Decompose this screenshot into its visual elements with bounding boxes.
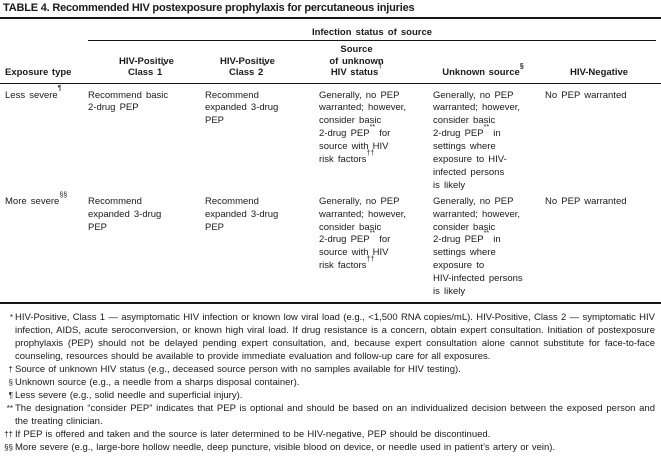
table-body: Less severe¶ Recommend basic 2-drug PEP R… (0, 84, 661, 304)
footnote-marker: §§ (4, 443, 13, 452)
footnote-text: Less severe (e.g., solid needle and supe… (15, 390, 243, 401)
cell-hiv-positive-class2: Recommend expanded 3-drug PEP (205, 195, 279, 233)
footnote-double-dagger: †† If PEP is offered and taken and the s… (3, 428, 655, 441)
table-title: TABLE 4. Recommended HIV postexposure pr… (0, 0, 661, 19)
column-header-row: Exposure type HIV-Positive Class 1* HIV-P… (0, 41, 661, 84)
footnote-text: The designation “consider PEP” indicates… (15, 403, 655, 427)
footnote-marker: † (8, 365, 13, 374)
footnote-text: If PEP is offered and taken and the sour… (15, 429, 491, 440)
cell-hiv-negative: No PEP warranted (545, 195, 627, 207)
cell-unknown-source: Generally, no PEP warranted; however, cons… (433, 195, 523, 298)
col-header-hiv-negative: HIV-Negative (569, 67, 629, 78)
footnote-asterisk: * HIV-Positive, Class 1 — asymptomatic H… (3, 311, 655, 363)
footnote-marker: ¶ (8, 391, 13, 400)
cell-hiv-positive-class1: Recommend basic 2-drug PEP (88, 89, 169, 114)
span-header-infection-status: Infection status of source (88, 19, 656, 41)
col-header-source-unknown-hiv-status: Source of unknown HIV status† (329, 44, 384, 78)
col-header-hiv-positive-class2: HIV-Positive Class 2* (220, 55, 275, 79)
footnote-dagger: † Source of unknown HIV status (e.g., de… (3, 363, 655, 376)
cell-hiv-positive-class1: Recommend expanded 3-drug PEP (88, 195, 162, 233)
col-header-exposure-type: Exposure type (5, 67, 72, 78)
footnote-marker: †† (4, 430, 13, 439)
cell-source-unknown-hiv-status: Generally, no PEP warranted; however, cons… (319, 195, 407, 272)
col-header-unknown-source: Unknown source§ (442, 62, 524, 78)
table-row-less-severe: Less severe¶ Recommend basic 2-drug PEP R… (5, 85, 661, 193)
footnote-double-asterisk: ** The designation “consider PEP” indica… (3, 402, 655, 428)
footnote-text: Source of unknown HIV status (e.g., dece… (15, 364, 461, 375)
footnote-text: HIV-Positive, Class 1 — asymptomatic HIV… (15, 312, 655, 362)
cell-hiv-negative: No PEP warranted (545, 89, 627, 101)
cell-source-unknown-hiv-status: Generally, no PEP warranted; however, cons… (319, 89, 407, 166)
footnote-text: Unknown source (e.g., a needle from a sh… (15, 377, 300, 388)
footnote-marker: * (9, 313, 13, 322)
footnote-marker: § (8, 378, 13, 387)
footnotes: * HIV-Positive, Class 1 — asymptomatic H… (0, 304, 661, 454)
footnote-section: § Unknown source (e.g., a needle from a … (3, 376, 655, 389)
cell-exposure-type: Less severe¶ (5, 85, 62, 101)
table-header: Infection status of source Exposure type… (0, 19, 661, 84)
footnote-marker: ** (6, 404, 13, 413)
footnote-text: More severe (e.g., large-bore hollow nee… (15, 442, 556, 453)
footnote-pilcrow: ¶ Less severe (e.g., solid needle and su… (3, 389, 655, 402)
cell-unknown-source: Generally, no PEP warranted; however, cons… (433, 89, 521, 191)
footnote-double-section: §§ More severe (e.g., large-bore hollow … (3, 441, 655, 454)
table-row-more-severe: More severe§§ Recommend expanded 3-drug PE… (5, 191, 661, 299)
cell-exposure-type: More severe§§ (5, 191, 68, 207)
cell-hiv-positive-class2: Recommend expanded 3-drug PEP (205, 89, 279, 127)
col-header-hiv-positive-class1: HIV-Positive Class 1* (119, 55, 174, 79)
